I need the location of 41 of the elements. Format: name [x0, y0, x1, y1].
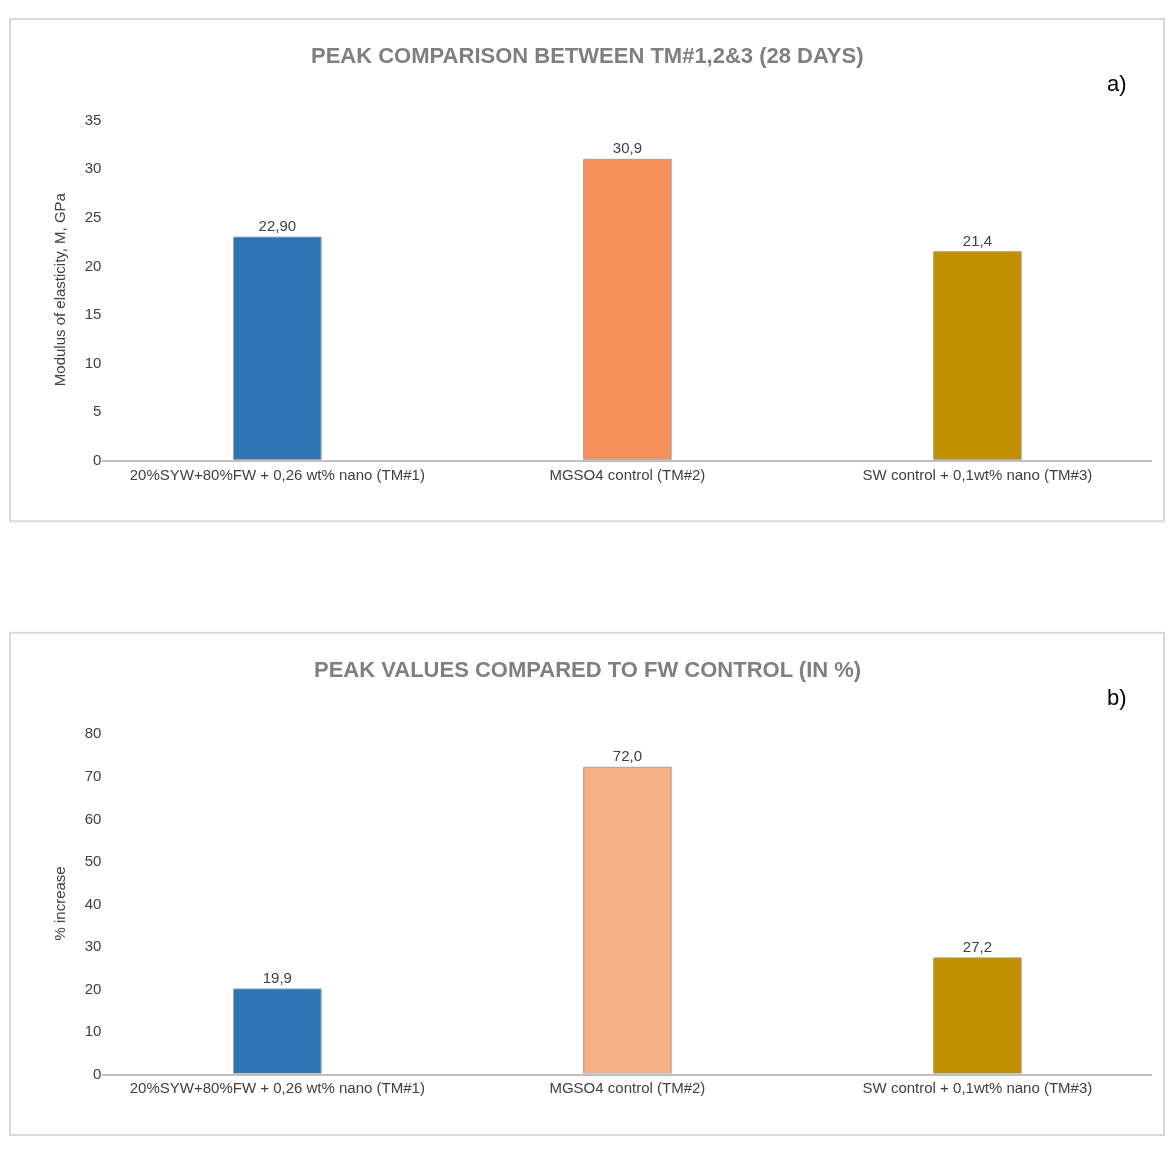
data-label: 30,9: [612, 139, 642, 157]
x-tick-label: SW control + 0,1wt% nano (TM#3): [862, 465, 1093, 483]
y-tick-label: 0: [92, 1064, 102, 1082]
x-tick-label: 20%SYW+80%FW + 0,26 wt% nano (TM#1): [129, 465, 425, 483]
y-tick-label: 35: [84, 110, 102, 128]
y-tick-label: 30: [84, 937, 102, 955]
y-tick-label: 50: [84, 852, 102, 870]
x-tick-label: 20%SYW+80%FW + 0,26 wt% nano (TM#1): [129, 1079, 425, 1097]
y-axis-title: % increase: [50, 866, 68, 941]
data-label: 21,4: [962, 231, 993, 249]
bar: [583, 766, 672, 1074]
y-tick-label: 25: [84, 207, 102, 225]
bar: [233, 988, 322, 1074]
x-tick-label: MGSO4 control (TM#2): [549, 1079, 706, 1097]
y-tick-label: 20: [84, 979, 102, 997]
chart-title: PEAK VALUES COMPARED TO FW CONTROL (IN %): [314, 657, 862, 682]
bar: [933, 957, 1022, 1074]
y-tick-label: 30: [84, 159, 102, 177]
x-tick-label: SW control + 0,1wt% nano (TM#3): [862, 1079, 1093, 1097]
y-tick-label: 60: [84, 809, 102, 827]
bar: [233, 236, 322, 460]
y-tick-label: 80: [84, 724, 102, 742]
bar: [583, 158, 672, 460]
y-tick-label: 20: [84, 256, 102, 274]
data-label: 19,9: [262, 968, 292, 986]
bar: [933, 251, 1022, 460]
y-tick-label: 15: [84, 305, 102, 323]
y-tick-label: 5: [92, 402, 102, 420]
text: b): [1107, 685, 1127, 710]
y-tick-label: 40: [84, 894, 102, 912]
y-axis-title: Modulus of elasticity, M, GPa: [50, 192, 68, 387]
y-tick-label: 0: [92, 451, 102, 469]
y-tick-label: 70: [84, 767, 102, 785]
data-label: 22,90: [258, 217, 297, 235]
chart-title: PEAK COMPARISON BETWEEN TM#1,2&3 (28 DAYS): [311, 43, 864, 68]
text: a): [1107, 71, 1127, 96]
y-tick-label: 10: [84, 353, 102, 371]
data-label: 27,2: [962, 937, 993, 955]
x-tick-label: MGSO4 control (TM#2): [549, 465, 706, 483]
y-tick-label: 10: [84, 1022, 102, 1040]
data-label: 72,0: [612, 747, 642, 765]
